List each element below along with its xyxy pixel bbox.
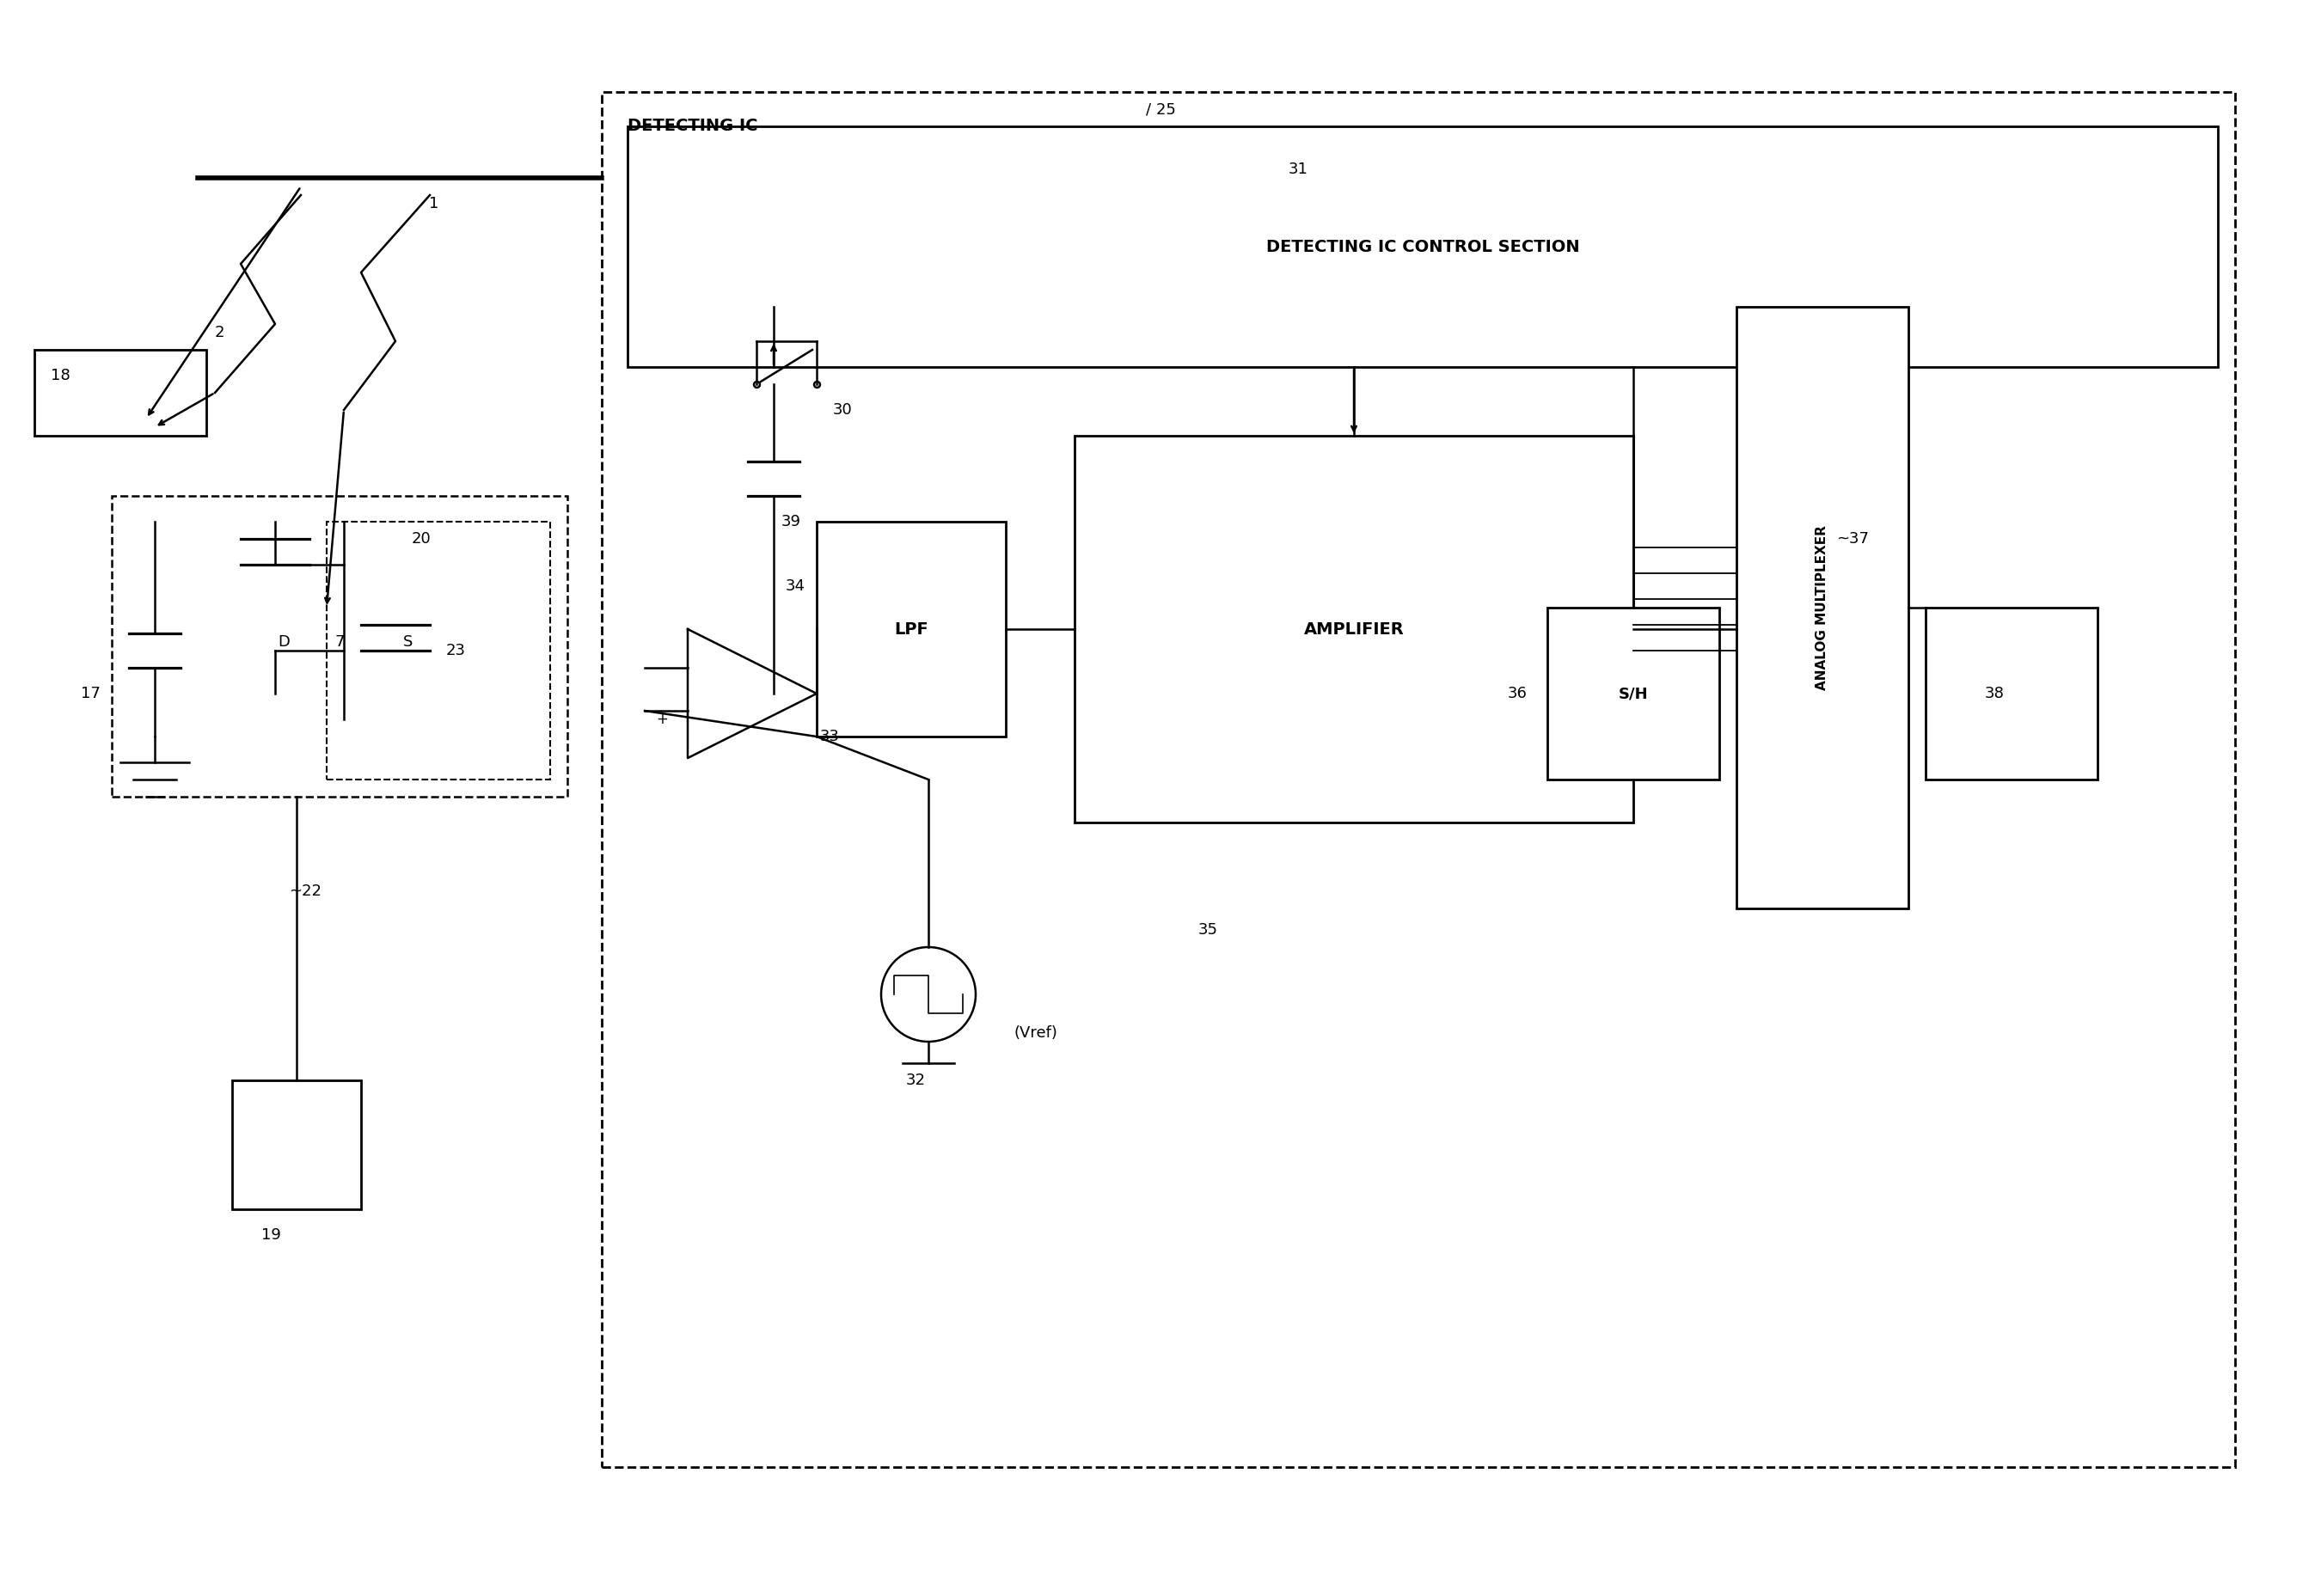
Text: ~37: ~37 <box>1836 531 1868 546</box>
Text: 1: 1 <box>428 196 440 211</box>
Text: 33: 33 <box>820 729 840 744</box>
Text: 32: 32 <box>905 1073 926 1088</box>
Text: 7: 7 <box>336 634 345 650</box>
Text: ANALOG MULTIPLEXER: ANALOG MULTIPLEXER <box>1815 525 1829 689</box>
Text: AMPLIFIER: AMPLIFIER <box>1303 621 1405 637</box>
Text: 20: 20 <box>412 531 431 546</box>
Bar <box>35 350 206 436</box>
Bar <box>326 522 551 779</box>
Text: (Vref): (Vref) <box>1014 1025 1058 1041</box>
Bar <box>1926 608 2097 779</box>
Text: D: D <box>278 634 289 650</box>
FancyBboxPatch shape <box>602 93 2234 1467</box>
Text: S/H: S/H <box>1618 686 1648 701</box>
Text: 35: 35 <box>1197 922 1218 938</box>
Text: 38: 38 <box>1984 686 2005 701</box>
Text: 31: 31 <box>1287 161 1308 177</box>
Text: 19: 19 <box>262 1227 280 1243</box>
Text: DETECTING IC CONTROL SECTION: DETECTING IC CONTROL SECTION <box>1266 238 1579 255</box>
Bar <box>111 496 567 796</box>
Text: +: + <box>655 712 669 728</box>
Bar <box>1074 436 1634 822</box>
Text: 30: 30 <box>833 402 852 418</box>
Text: DETECTING IC: DETECTING IC <box>627 118 757 134</box>
Text: ~22: ~22 <box>289 884 322 899</box>
Text: / 25: / 25 <box>1146 102 1176 117</box>
Bar <box>627 126 2218 367</box>
Bar <box>817 522 1005 736</box>
Text: 34: 34 <box>785 578 806 594</box>
Bar <box>1736 306 1908 908</box>
Text: 23: 23 <box>447 643 465 658</box>
Bar <box>232 1080 361 1210</box>
Text: S: S <box>403 634 412 650</box>
Bar <box>1546 608 1720 779</box>
Text: 17: 17 <box>81 686 100 701</box>
Text: 39: 39 <box>780 514 801 530</box>
Text: 18: 18 <box>51 367 69 383</box>
Text: 2: 2 <box>215 326 225 340</box>
Text: LPF: LPF <box>894 621 928 637</box>
Text: 36: 36 <box>1507 686 1528 701</box>
